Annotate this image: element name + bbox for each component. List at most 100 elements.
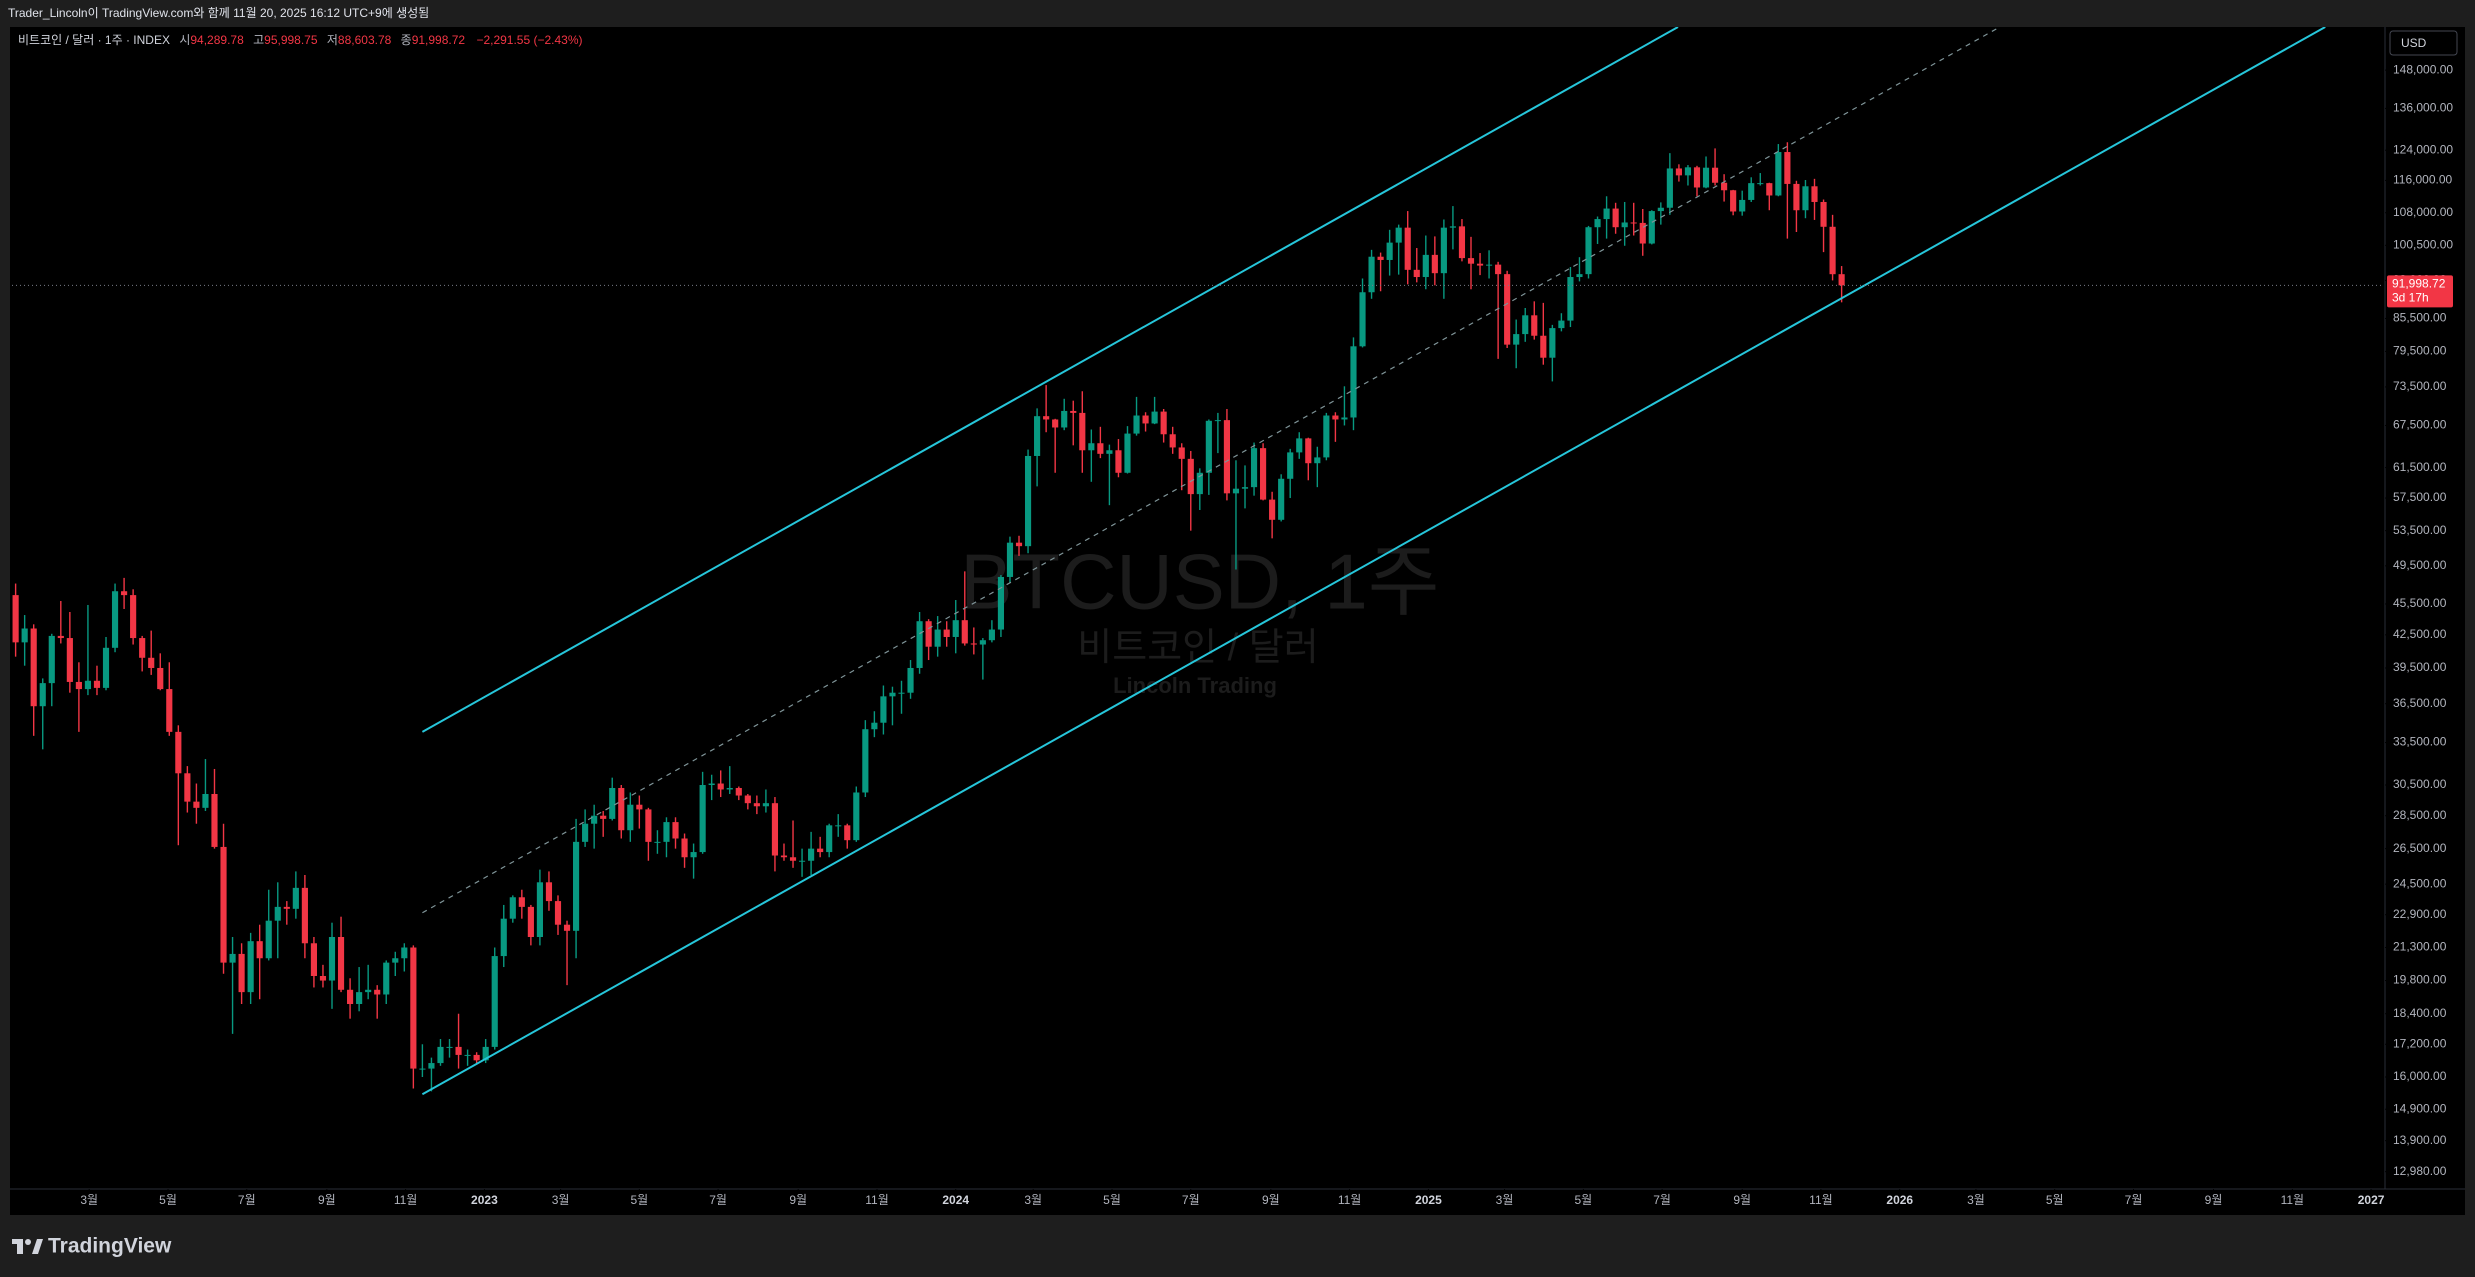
x-tick-label: 11월 (865, 1193, 889, 1207)
candle-body (654, 841, 661, 843)
candle-body (247, 941, 254, 993)
y-tick-label: 30,500.00 (2393, 777, 2447, 791)
x-tick-label: 11월 (1809, 1193, 1833, 1207)
currency: USD (2401, 36, 2427, 50)
candle-body (1196, 472, 1203, 495)
x-tick-label: 2023 (471, 1193, 498, 1207)
y-tick-label: 21,300.00 (2393, 940, 2447, 954)
candle-body (1630, 222, 1637, 224)
y-tick-label: 136,000.00 (2393, 101, 2453, 115)
y-tick-label: 33,500.00 (2393, 735, 2447, 749)
x-tick-label: 5월 (2046, 1193, 2064, 1207)
legend-label: 시 (179, 33, 190, 47)
candle-body (545, 882, 553, 902)
candle-body (1702, 167, 1710, 188)
legend-value: 88,603.78 (338, 33, 392, 47)
candle-body (1115, 450, 1122, 473)
candle-body (1775, 152, 1782, 196)
candle-body (1133, 415, 1140, 434)
candle-body (39, 683, 46, 707)
channel-midline (422, 27, 2001, 914)
candle-body (527, 906, 534, 937)
legend: 비트코인 / 달러 · 1주 · INDEX 시94,289.78 고95,99… (18, 33, 583, 47)
candle-body (1061, 410, 1068, 428)
candle-body (57, 635, 64, 639)
candle-body (1079, 412, 1086, 451)
candle-body (934, 629, 941, 647)
y-tick-label: 57,500.00 (2393, 490, 2447, 504)
candle-body (1603, 208, 1610, 220)
last-price-label: 91,998.72 (2392, 276, 2446, 290)
candle-body (1187, 458, 1194, 495)
y-tick-label: 12,980.00 (2393, 1164, 2447, 1178)
candle-body (175, 731, 182, 774)
candle-body (591, 815, 598, 824)
x-tick-label: 3월 (552, 1193, 570, 1207)
y-tick-label: 124,000.00 (2393, 142, 2453, 156)
legend-label: 고 (253, 33, 264, 47)
logo-part (32, 1239, 43, 1254)
axes: 148,000.00 136,000.00 124,000.00 116,000.00… (80, 62, 2453, 1207)
candle-body (717, 783, 724, 790)
candle-body (1585, 227, 1592, 275)
candle-body (365, 989, 372, 993)
candle-body (880, 696, 887, 723)
candle-body (473, 1054, 480, 1061)
candle-body (1757, 183, 1764, 185)
candle-body (1124, 433, 1131, 473)
y-tick-label: 18,400.00 (2393, 1006, 2447, 1020)
x-tick-label: 7월 (1182, 1193, 1200, 1207)
candle-body (536, 882, 543, 937)
candle-body (347, 989, 354, 1005)
candle-body (1106, 450, 1113, 454)
candle-body (437, 1046, 444, 1064)
candle-body (1341, 417, 1348, 420)
candle-body (1332, 415, 1339, 420)
candle-body (184, 773, 191, 802)
candle-body (1305, 438, 1312, 464)
candle-body (301, 887, 308, 944)
channel-line (421, 27, 2326, 1096)
candle-body (627, 804, 634, 831)
y-tick-label: 28,500.00 (2393, 808, 2447, 822)
legend-change: −2,291.55 (−2.43%) (476, 33, 582, 47)
candle-body (817, 848, 824, 853)
candle-body (464, 1054, 471, 1056)
candle-body (1549, 328, 1556, 358)
candle-body (482, 1046, 489, 1061)
candle-body (1793, 183, 1800, 211)
candle-body (274, 906, 281, 921)
candle-body (708, 783, 715, 786)
candle-body (1024, 455, 1032, 547)
candle-body (1594, 219, 1601, 228)
candle-body (202, 794, 209, 808)
candle-body (130, 595, 137, 639)
candle-body (75, 681, 82, 690)
y-tick-label: 16,000.00 (2393, 1069, 2447, 1083)
y-tick-label: 19,800.00 (2393, 973, 2447, 987)
watermark: BTCUSD, 1주 비트코인 / 달러 Lincoln Trading (960, 538, 1439, 698)
candle-body (1576, 274, 1583, 278)
y-tick-label: 14,900.00 (2393, 1101, 2447, 1115)
candle-body (1350, 346, 1357, 418)
candle-body (1260, 448, 1267, 500)
candle-body (1730, 190, 1737, 212)
candle-body (572, 841, 580, 931)
logo-part (25, 1239, 31, 1245)
candle-body (1368, 256, 1375, 293)
y-tick-label: 67,500.00 (2393, 418, 2447, 432)
candle-body (1359, 292, 1366, 347)
candle-body (21, 628, 28, 643)
candle-body (862, 729, 869, 793)
x-tick-label: 9월 (1262, 1193, 1280, 1207)
x-tick-label: 2024 (942, 1193, 969, 1207)
candle-body (663, 822, 670, 842)
y-tick-label: 13,900.00 (2393, 1133, 2447, 1147)
candle-body (1088, 443, 1095, 451)
x-tick-label: 7월 (1653, 1193, 1671, 1207)
candle-body (392, 958, 399, 963)
candle-body (789, 857, 797, 861)
chart-panel (10, 27, 2465, 1215)
candle-body (401, 947, 408, 959)
